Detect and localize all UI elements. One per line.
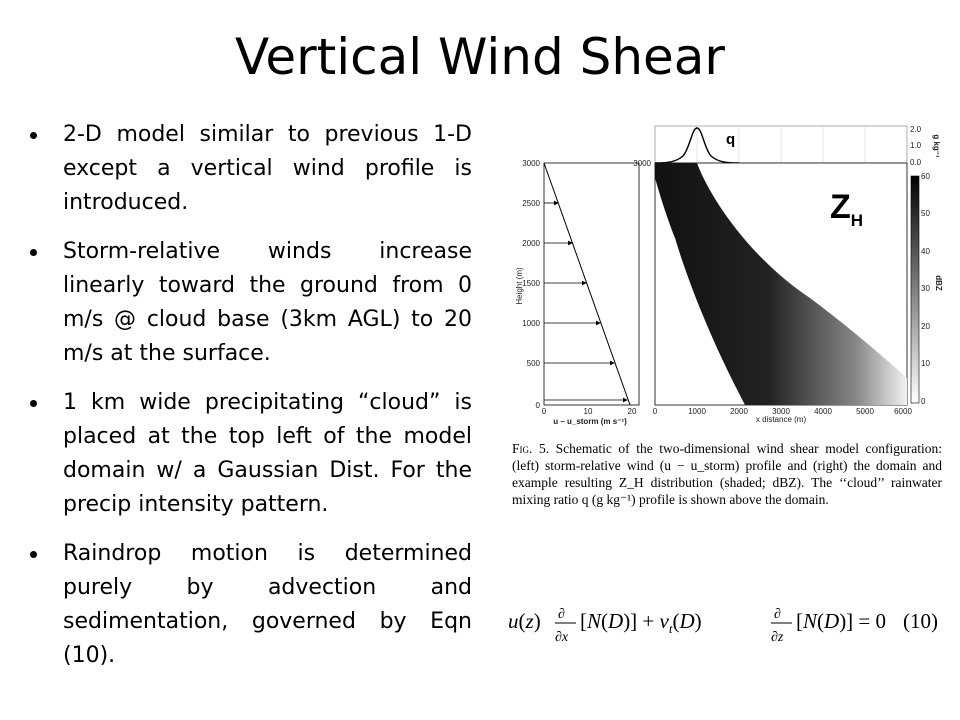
colorbar: 60 50 40 30 20 10 0 dBZ (910, 172, 943, 406)
wind-y-tick: 1500 (522, 279, 540, 288)
domain-x-tick: 3000 (772, 407, 790, 416)
q-tick: 1.0 (910, 141, 922, 150)
slide-title: Vertical Wind Shear (235, 28, 725, 86)
bullet-dot (30, 551, 37, 558)
colorbar-tick: 20 (921, 322, 930, 331)
zh-subscript: H (851, 211, 863, 230)
equation-number: (10) (903, 609, 938, 633)
q-gaussian-curve (654, 127, 740, 164)
caption-label: Fig. 5. (512, 441, 550, 456)
equation-lhs: u(z) (508, 609, 541, 633)
domain-x-label: x distance (m) (756, 415, 807, 424)
equation-partial-num: ∂ (774, 607, 781, 622)
colorbar-label: dBZ (934, 275, 943, 291)
bullet-list: 2-D model similar to previous 1-D except… (30, 118, 472, 688)
equation-term1: [N(D)] + vt(D) (580, 609, 702, 636)
wind-profile-line (543, 162, 631, 406)
colorbar-tick: 50 (921, 209, 930, 218)
reflectivity-shading (655, 163, 907, 405)
wind-y-tick: 2000 (522, 239, 540, 248)
equation-10: u(z) ∂ ∂x [N(D)] + vt(D) ∂ ∂z [N(D)] = 0… (508, 598, 948, 648)
wind-y-label: Height (m) (515, 267, 524, 305)
wind-x-label: u – u_storm (m s⁻¹) (553, 417, 627, 426)
wind-x-tick: 10 (584, 407, 593, 416)
bullet-dot (30, 400, 37, 407)
equation-partial-num: ∂ (558, 607, 565, 622)
bullet-item: 1 km wide precipitating “cloud” is place… (30, 386, 472, 522)
colorbar-tick: 30 (921, 284, 930, 293)
domain-panel: ZH 3000 0 1000 2000 3000 4000 5000 6000 … (633, 159, 912, 424)
q-tick: 0.0 (910, 158, 922, 167)
domain-x-tick: 2000 (730, 407, 748, 416)
q-profile-panel: q 2.0 1.0 0.0 g kg⁻¹ (654, 125, 941, 167)
bullet-dot (30, 132, 37, 139)
caption-text: Schematic of the two-dimensional wind sh… (512, 441, 942, 507)
wind-y-tick: 3000 (522, 159, 540, 168)
wind-profile-panel: 3000 2500 2000 1500 1000 500 0 Height (m… (515, 159, 640, 426)
bullet-item: Storm-relative winds increase linearly t… (30, 235, 472, 371)
bullet-item: Raindrop motion is determined purely by … (30, 537, 472, 673)
domain-y-tick: 3000 (633, 159, 651, 168)
equation-partial-den: ∂x (555, 630, 569, 645)
figure-caption: Fig. 5. Schematic of the two-dimensional… (512, 440, 942, 508)
wind-arrows (544, 200, 628, 403)
wind-y-tick: 500 (527, 359, 541, 368)
equation-term2: [N(D)] = 0 (796, 609, 886, 633)
q-tick: 2.0 (910, 125, 922, 134)
domain-x-tick: 6000 (894, 407, 912, 416)
wind-y-tick: 0 (536, 401, 541, 410)
colorbar-tick: 10 (921, 359, 930, 368)
domain-x-tick: 1000 (688, 407, 706, 416)
wind-y-tick: 1000 (522, 319, 540, 328)
domain-x-tick: 4000 (814, 407, 832, 416)
figure-graphic: 3000 2500 2000 1500 1000 500 0 Height (m… (515, 125, 943, 426)
colorbar-tick: 40 (921, 247, 930, 256)
domain-x-tick: 5000 (856, 407, 874, 416)
equation-partial-den: ∂z (771, 630, 784, 645)
equation-graphic: u(z) ∂ ∂x [N(D)] + vt(D) ∂ ∂z [N(D)] = 0… (508, 607, 938, 645)
q-unit-label: g kg⁻¹ (932, 134, 941, 158)
wind-y-tick: 2500 (522, 199, 540, 208)
colorbar-gradient (910, 175, 920, 404)
domain-x-tick: 0 (653, 407, 658, 416)
bullet-item: 2-D model similar to previous 1-D except… (30, 118, 472, 220)
bullet-text: Storm-relative winds increase linearly t… (63, 239, 472, 366)
q-label: q (726, 131, 735, 148)
wind-profile-frame (543, 162, 640, 406)
bullet-text: Raindrop motion is determined purely by … (63, 541, 472, 668)
wind-x-tick: 20 (628, 407, 637, 416)
bullet-text: 2-D model similar to previous 1-D except… (63, 122, 472, 215)
colorbar-tick: 60 (921, 172, 930, 181)
wind-x-tick: 0 (542, 407, 547, 416)
bullet-dot (30, 249, 37, 256)
colorbar-tick: 0 (921, 397, 926, 406)
wind-shear-figure: 3000 2500 2000 1500 1000 500 0 Height (m… (500, 118, 950, 448)
bullet-text: 1 km wide precipitating “cloud” is place… (63, 390, 472, 517)
